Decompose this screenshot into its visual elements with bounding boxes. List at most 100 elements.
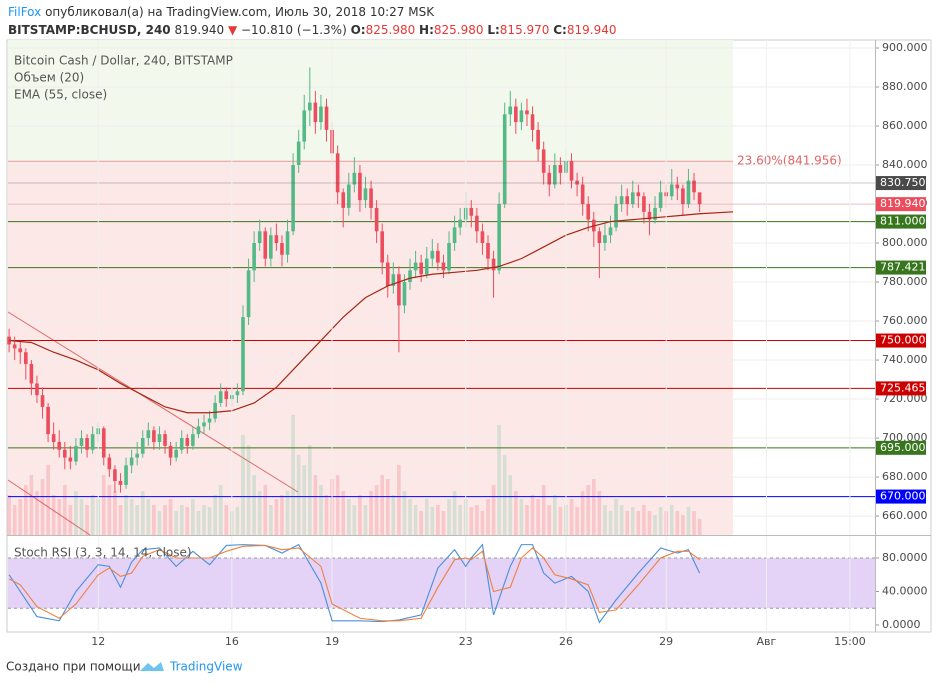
level-box — [876, 381, 926, 396]
candle-body — [218, 391, 223, 403]
volume-bar — [692, 511, 696, 535]
level-label: 750.000 — [880, 334, 926, 347]
footer-brand[interactable]: TradingView — [169, 660, 243, 674]
volume-bar — [235, 507, 240, 535]
volume-bar — [196, 511, 201, 535]
candle-body — [74, 445, 78, 462]
volume-bar — [541, 485, 546, 535]
candle-body — [525, 110, 529, 115]
candle-body — [608, 227, 613, 236]
candle-body — [424, 258, 429, 275]
candle-body — [475, 215, 479, 232]
volume-bar — [502, 455, 507, 535]
candle-body — [257, 231, 262, 244]
volume-bar — [146, 499, 151, 535]
y-tick-label: 860.000 — [882, 119, 928, 132]
candle-body — [352, 172, 357, 185]
volume-bar — [436, 505, 440, 535]
candle-body — [363, 188, 368, 201]
volume-bar — [647, 511, 652, 535]
volume-bar — [591, 479, 596, 535]
candle-body — [630, 192, 635, 205]
candle-body — [469, 207, 474, 216]
candle-body — [29, 363, 34, 384]
candle-body — [614, 204, 618, 228]
candle-body — [241, 317, 245, 392]
volume-bar — [113, 491, 117, 535]
candle-body — [207, 418, 212, 423]
candle-body — [385, 262, 390, 286]
x-tick-label: 15:00 — [834, 635, 866, 648]
candle-body — [157, 434, 162, 442]
volume-bar — [291, 415, 295, 535]
marker-label: 819.940 — [880, 197, 926, 210]
candle-body — [419, 262, 423, 275]
level-label: 787.421 — [880, 261, 926, 274]
ohlc-value: 815.970 — [500, 23, 550, 37]
volume-bar — [686, 507, 691, 535]
level-box — [876, 214, 926, 229]
volume-bar — [241, 435, 245, 535]
candle-body — [547, 172, 552, 185]
volume-bar — [569, 499, 574, 535]
y-tick-label: 780.000 — [882, 275, 928, 288]
candle-body — [174, 449, 178, 458]
candle-body — [79, 438, 84, 446]
volume-bar — [7, 495, 11, 535]
y-tick-label: 700.000 — [882, 431, 928, 444]
candle-body — [553, 165, 557, 185]
trend-line — [7, 311, 299, 493]
candle-body — [18, 348, 23, 353]
level-label: 811.000 — [880, 215, 926, 228]
volume-bar — [408, 499, 412, 535]
volume-bar — [519, 499, 524, 535]
candle-body — [658, 192, 663, 208]
volume-bar — [642, 505, 646, 535]
candle-body — [491, 258, 496, 271]
volume-bar — [140, 491, 145, 535]
volume-bar — [124, 495, 128, 535]
volume-bar — [653, 515, 657, 535]
header-line: FilFox опубликовал(а) на TradingView.com… — [8, 5, 435, 19]
main-pane: 23.60%(841.956) 900.000 880.000 860.000 840.… — [7, 40, 928, 536]
candle-body — [486, 243, 490, 259]
candle-body — [597, 231, 602, 244]
candle-body — [7, 336, 11, 345]
candle-body — [642, 196, 646, 212]
volume-bar — [658, 507, 663, 535]
volume-bar — [475, 505, 479, 535]
volume-bar — [202, 505, 206, 535]
x-tick-label: 26 — [559, 635, 573, 648]
volume-bar — [46, 465, 50, 535]
author[interactable]: FilFox — [8, 5, 41, 19]
volume-bar — [191, 499, 195, 535]
candle-body — [452, 227, 457, 244]
ohlc-key: H: — [419, 23, 434, 37]
tv-logo[interactable] — [140, 662, 164, 671]
y-tick-label: 900.000 — [882, 41, 928, 54]
fib-zone-lower — [8, 161, 734, 536]
stoch-band — [8, 558, 875, 609]
volume-bar — [68, 505, 73, 535]
volume-bar — [341, 491, 346, 535]
volume-bar — [447, 499, 451, 535]
volume-bar — [480, 511, 485, 535]
volume-bar — [391, 495, 396, 535]
arrow: ▼ — [228, 23, 238, 37]
volume-bar — [608, 511, 613, 535]
trend-line — [7, 479, 91, 536]
volume-bar — [18, 499, 23, 535]
volume-bar — [269, 505, 273, 535]
x-tick-label: 29 — [659, 635, 673, 648]
candle-body — [302, 110, 307, 142]
candle-body — [101, 428, 106, 458]
volume-bar — [252, 475, 256, 535]
volume-bar — [129, 499, 134, 535]
candle-body — [196, 426, 201, 435]
ohlc-key: O: — [351, 23, 366, 37]
candle-body — [179, 438, 184, 450]
change: −10.810 (−1.3%) — [241, 23, 347, 37]
volume-bar — [118, 505, 123, 535]
candle-body — [497, 204, 501, 271]
